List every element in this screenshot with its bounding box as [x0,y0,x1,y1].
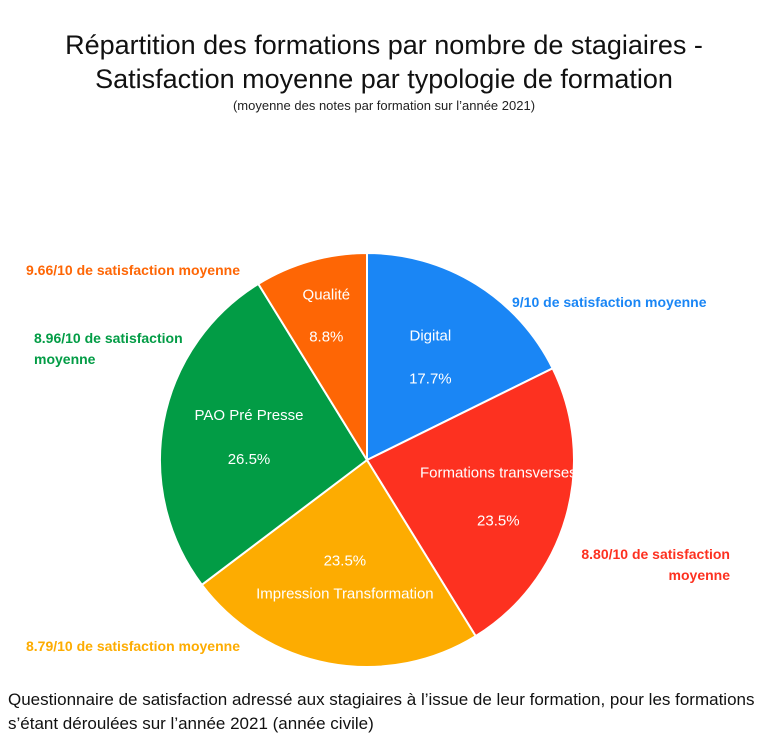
satisfaction-label-pao: 8.96/10 de satisfaction moyenne [34,330,183,367]
satisfaction-label-impression: 8.79/10 de satisfaction moyenne [26,638,240,654]
slice-value-impression-transformation: 23.5% [324,552,367,569]
slice-value-qualite: 8.8% [309,329,343,346]
slice-label-impression-transformation: Impression Transformation [256,585,434,602]
pie-labels: Digital 17.7% Formations transverses 23.5% I… [195,287,577,603]
slice-value-formations-transverses: 23.5% [477,513,520,530]
satisfaction-label-transverses: 8.80/10 de satisfaction moyenne [581,546,730,583]
slice-label-digital: Digital [410,327,452,344]
slice-label-qualite: Qualité [303,287,351,304]
pie-slice-pao-pre-presse [159,282,369,587]
satisfaction-label-digital: 9/10 de satisfaction moyenne [512,294,707,310]
chart-title-line-1: Répartition des formations par nombre de… [65,30,703,60]
slice-value-pao-pre-presse: 26.5% [228,451,271,468]
pie-slice-qualite [256,251,368,464]
slice-value-digital: 17.7% [409,370,452,387]
pie-slice-impression-transformation [200,458,478,668]
satisfaction-label-qualite: 9.66/10 de satisfaction moyenne [26,262,240,278]
chart-title-line-2: Satisfaction moyenne par typologie de fo… [95,64,673,94]
pie-slices [159,251,575,668]
pie-slice-digital [366,251,554,462]
footer-note: Questionnaire de satisfaction adressé au… [8,690,755,733]
pie-slice-formations-transverses [365,367,575,638]
slice-label-pao-pre-presse: PAO Pré Presse [195,407,304,424]
chart-subtitle: (moyenne des notes par formation sur l’a… [232,98,536,113]
slice-label-formations-transverses: Formations transverses [420,465,577,482]
